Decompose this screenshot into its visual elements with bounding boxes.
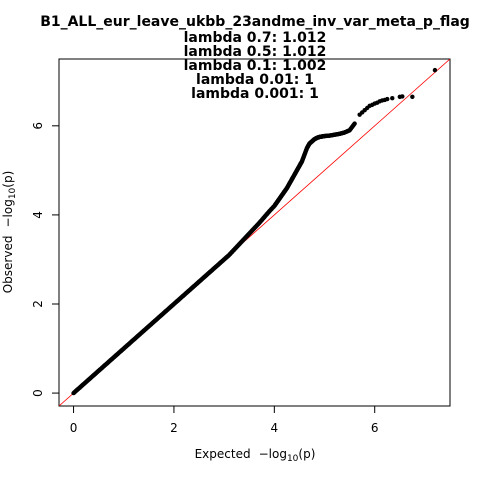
y-tick-label: 6 xyxy=(31,122,45,130)
x-tick-label: 0 xyxy=(70,421,78,435)
y-tick-label: 4 xyxy=(31,211,45,219)
y-axis-label: Observed−log10(p) xyxy=(1,171,18,294)
data-point xyxy=(351,122,357,127)
data-point xyxy=(385,96,390,102)
y-tick-label: 0 xyxy=(31,389,45,397)
y-axis: 0 2 4 6 xyxy=(31,122,59,397)
data-point xyxy=(410,94,415,100)
x-axis: 0 2 4 6 xyxy=(70,406,379,435)
x-tick-label: 6 xyxy=(371,421,379,435)
x-tick-label: 4 xyxy=(271,421,279,435)
lambda-line-1: lambda 0.7: 1.012 xyxy=(184,30,327,46)
lambda-line-2: lambda 0.5: 1.012 xyxy=(184,44,327,60)
points-group xyxy=(71,67,438,396)
x-axis-label: Expected −log10(p) xyxy=(195,447,316,464)
chart-title: B1_ALL_eur_leave_ukbb_23andme_inv_var_me… xyxy=(40,14,470,30)
plot-frame xyxy=(58,58,451,407)
lambda-line-3: lambda 0.1: 1.002 xyxy=(184,58,327,74)
data-point xyxy=(432,67,438,73)
lambda-line-5: lambda 0.001: 1 xyxy=(191,86,319,102)
data-point xyxy=(400,94,405,99)
lambda-line-4: lambda 0.01: 1 xyxy=(196,72,314,88)
y-tick-label: 2 xyxy=(31,300,45,308)
data-point xyxy=(390,95,395,101)
x-tick-label: 2 xyxy=(170,421,178,435)
